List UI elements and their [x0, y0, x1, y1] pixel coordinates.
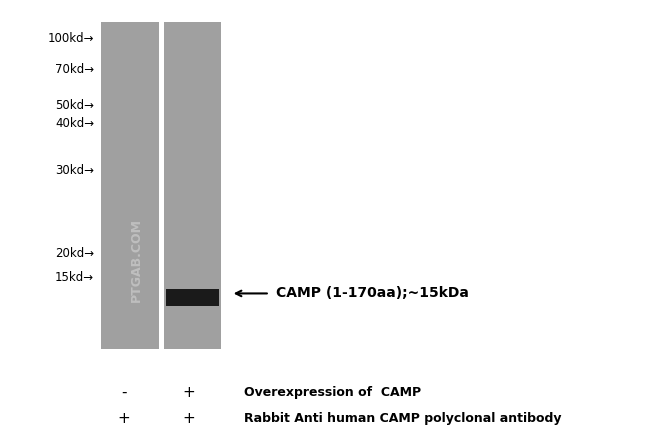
- Text: 30kd→: 30kd→: [55, 164, 94, 177]
- Bar: [164, 22, 221, 349]
- Text: 20kd→: 20kd→: [55, 246, 94, 260]
- Bar: [166, 289, 219, 306]
- Text: -: -: [121, 384, 126, 400]
- Text: 50kd→: 50kd→: [55, 99, 94, 112]
- Text: 70kd→: 70kd→: [55, 63, 94, 76]
- Text: Rabbit Anti human CAMP polyclonal antibody: Rabbit Anti human CAMP polyclonal antibo…: [244, 412, 561, 426]
- Text: +: +: [182, 411, 195, 426]
- Bar: [101, 22, 159, 349]
- Text: +: +: [182, 384, 195, 400]
- Text: 40kd→: 40kd→: [55, 116, 94, 130]
- Text: PTGAB.COM: PTGAB.COM: [130, 218, 143, 302]
- Text: 15kd→: 15kd→: [55, 271, 94, 284]
- Text: +: +: [117, 411, 130, 426]
- Text: Overexpression of  CAMP: Overexpression of CAMP: [244, 385, 421, 399]
- Text: CAMP (1-170aa);~15kDa: CAMP (1-170aa);~15kDa: [276, 286, 469, 301]
- Text: 100kd→: 100kd→: [47, 31, 94, 45]
